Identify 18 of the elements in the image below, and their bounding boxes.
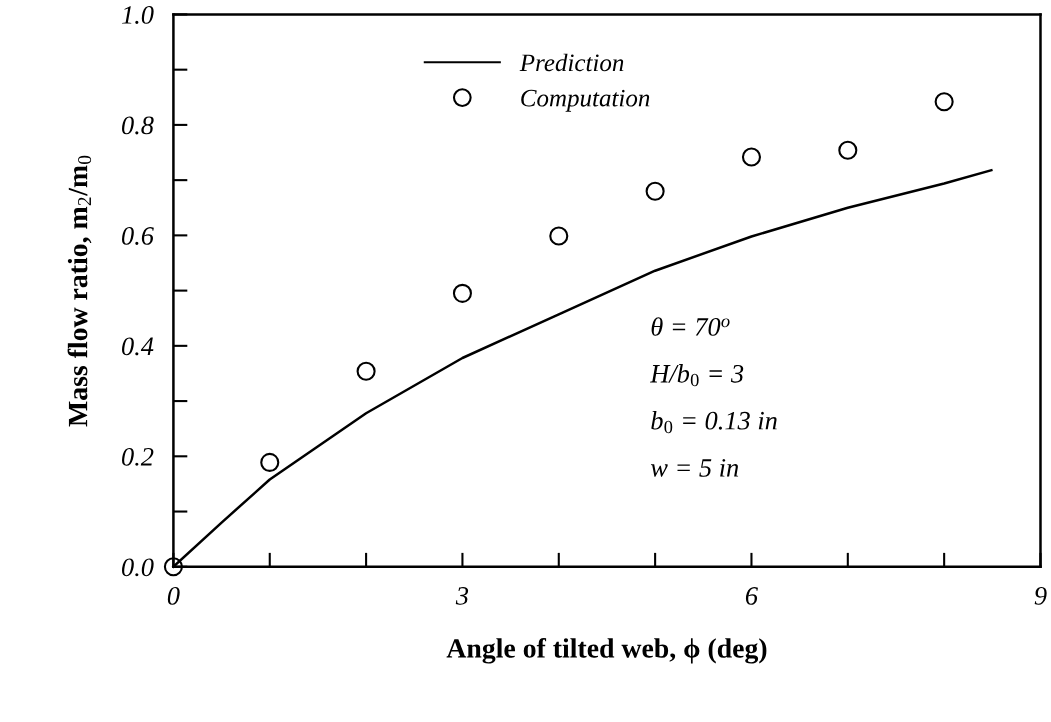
annotation: w = 5 in — [650, 458, 739, 477]
y-tick-label: 0.0 — [122, 558, 154, 577]
x-tick-label: 9 — [1034, 587, 1047, 605]
annotation: b$_{0}$ = 0.13 in — [651, 411, 777, 434]
legend-label: Computation — [521, 89, 650, 112]
legend-label: Prediction — [519, 53, 624, 72]
annotation: θ = 70$^{o}$ — [651, 317, 730, 336]
y-axis-title: Mass flow ratio, m$_{2}$/m$_{0}$ — [67, 155, 92, 427]
x-axis-title: Angle of tilted web, ϕ (deg) — [446, 637, 767, 664]
x-tick-label: 6 — [745, 587, 758, 605]
y-tick-label: 0.6 — [122, 226, 154, 245]
y-tick-label: 0.2 — [122, 447, 154, 466]
annotation: H/b$_{0}$ = 3 — [650, 364, 744, 387]
y-tick-label: 1.0 — [121, 6, 154, 24]
y-tick-label: 0.4 — [122, 337, 154, 356]
x-tick-label: 3 — [455, 587, 469, 605]
x-tick-label: 0 — [167, 586, 180, 605]
y-tick-label: 0.8 — [122, 116, 154, 135]
